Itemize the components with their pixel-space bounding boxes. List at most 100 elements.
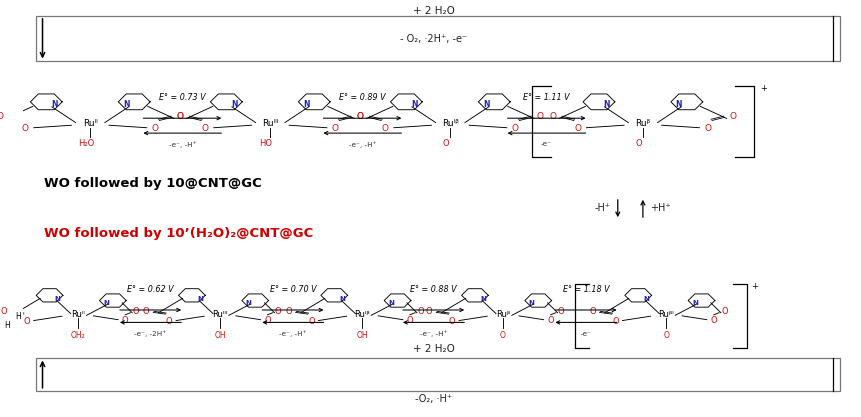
- Text: OH: OH: [214, 331, 226, 340]
- Bar: [36, 358, 839, 391]
- Text: N: N: [603, 100, 610, 109]
- Text: O: O: [573, 124, 581, 133]
- Text: Ruᴵᴵᴵ: Ruᴵᴵᴵ: [262, 119, 278, 128]
- Text: -e⁻: -e⁻: [579, 331, 591, 337]
- Text: O: O: [177, 112, 183, 121]
- Text: +: +: [759, 84, 766, 93]
- Text: -O₂, ·H⁺: -O₂, ·H⁺: [414, 394, 452, 404]
- Text: N: N: [123, 100, 129, 109]
- Text: O: O: [548, 112, 555, 121]
- Text: -e⁻, -H⁺: -e⁻, -H⁺: [419, 331, 447, 337]
- Text: E° = 1.11 V: E° = 1.11 V: [523, 93, 569, 103]
- Text: O: O: [511, 124, 518, 133]
- Text: O: O: [275, 307, 281, 317]
- Text: O: O: [589, 307, 595, 317]
- Text: O: O: [0, 112, 3, 121]
- Text: N: N: [51, 100, 58, 109]
- Text: O: O: [133, 307, 139, 317]
- Text: N: N: [411, 100, 417, 109]
- Text: N: N: [387, 300, 393, 306]
- Text: -H⁺: -H⁺: [594, 203, 610, 214]
- Text: O: O: [443, 139, 449, 148]
- Text: N: N: [480, 296, 486, 302]
- Text: N: N: [197, 296, 202, 302]
- Text: Ruᵝ: Ruᵝ: [495, 310, 510, 319]
- Text: O: O: [417, 307, 424, 317]
- Text: O: O: [536, 112, 543, 121]
- Text: O: O: [720, 307, 727, 317]
- Text: O: O: [728, 112, 735, 121]
- Text: E° = 0.88 V: E° = 0.88 V: [410, 285, 456, 294]
- Text: H: H: [4, 321, 10, 330]
- Text: O: O: [285, 307, 292, 317]
- Text: -e⁻, -H⁺: -e⁻, -H⁺: [279, 331, 307, 337]
- Text: Ruᴵᴵ: Ruᴵᴵ: [83, 119, 97, 128]
- Text: E° = 0.73 V: E° = 0.73 V: [159, 93, 206, 103]
- Text: O: O: [663, 331, 668, 340]
- Bar: [36, 16, 839, 61]
- Text: Ruᵝ: Ruᵝ: [635, 119, 650, 128]
- Text: O: O: [331, 124, 338, 133]
- Text: N: N: [339, 296, 344, 302]
- Text: O: O: [406, 316, 412, 325]
- Text: E° = 0.89 V: E° = 0.89 V: [338, 93, 385, 103]
- Text: O: O: [635, 139, 641, 148]
- Text: O: O: [22, 124, 28, 133]
- Text: + 2 H₂O: + 2 H₂O: [412, 5, 454, 15]
- Text: O: O: [557, 307, 564, 317]
- Text: N: N: [691, 300, 697, 306]
- Text: HO: HO: [259, 139, 272, 148]
- Text: O: O: [1, 307, 7, 317]
- Text: E° = 0.62 V: E° = 0.62 V: [127, 285, 174, 294]
- Text: O: O: [165, 317, 172, 326]
- Text: O: O: [143, 307, 149, 317]
- Text: O: O: [264, 316, 270, 325]
- Text: O: O: [121, 316, 128, 325]
- Text: O: O: [23, 317, 30, 326]
- Text: O: O: [703, 124, 710, 133]
- Text: WO followed by 10’(H₂O)₂@CNT@GC: WO followed by 10’(H₂O)₂@CNT@GC: [44, 227, 313, 240]
- Text: O: O: [547, 316, 554, 325]
- Text: O: O: [177, 112, 183, 121]
- Text: N: N: [528, 300, 534, 306]
- Text: H₂O: H₂O: [77, 139, 94, 148]
- Text: E° = 0.70 V: E° = 0.70 V: [269, 285, 316, 294]
- Text: N: N: [231, 100, 238, 109]
- Text: O: O: [381, 124, 388, 133]
- Text: O: O: [449, 317, 455, 326]
- Text: O: O: [201, 124, 208, 133]
- Text: +: +: [751, 282, 758, 291]
- Text: N: N: [675, 100, 681, 109]
- Text: N: N: [482, 100, 489, 109]
- Text: N: N: [245, 300, 251, 306]
- Text: O: O: [611, 317, 618, 326]
- Text: E° = 1.18 V: E° = 1.18 V: [562, 285, 609, 294]
- Text: -e⁻, -H⁺: -e⁻, -H⁺: [169, 141, 196, 148]
- Text: O: O: [152, 124, 158, 133]
- Text: Ruᴵᴵᴵ: Ruᴵᴵᴵ: [212, 310, 227, 319]
- Text: N: N: [642, 296, 648, 302]
- Text: + 2 H₂O: + 2 H₂O: [412, 344, 454, 354]
- Text: N: N: [54, 296, 60, 302]
- Text: O: O: [499, 331, 505, 340]
- Text: H: H: [15, 311, 21, 321]
- Text: -e⁻, -2H⁺: -e⁻, -2H⁺: [134, 331, 166, 337]
- Text: N: N: [103, 300, 109, 306]
- Text: O: O: [709, 316, 716, 325]
- Text: OH₂: OH₂: [71, 331, 85, 340]
- Text: Ruᴵᵝ: Ruᴵᵝ: [442, 119, 458, 128]
- Text: -e⁻: -e⁻: [541, 141, 551, 147]
- Text: OH: OH: [356, 331, 368, 340]
- Text: -e⁻, -H⁺: -e⁻, -H⁺: [348, 141, 375, 148]
- Text: Ruᵝᴵ: Ruᵝᴵ: [658, 310, 673, 319]
- Text: WO followed by 10@CNT@GC: WO followed by 10@CNT@GC: [44, 177, 262, 190]
- Text: - O₂, ·2H⁺, -e⁻: - O₂, ·2H⁺, -e⁻: [400, 34, 467, 44]
- Text: O: O: [356, 112, 363, 121]
- Text: O: O: [425, 307, 432, 317]
- Text: O: O: [307, 317, 314, 326]
- Text: Ruᴵᴵ: Ruᴵᴵ: [71, 310, 84, 319]
- Text: N: N: [303, 100, 309, 109]
- Text: +H⁺: +H⁺: [649, 203, 670, 214]
- Text: Ruᴵᵝ: Ruᴵᵝ: [354, 310, 370, 319]
- Text: O: O: [356, 112, 363, 121]
